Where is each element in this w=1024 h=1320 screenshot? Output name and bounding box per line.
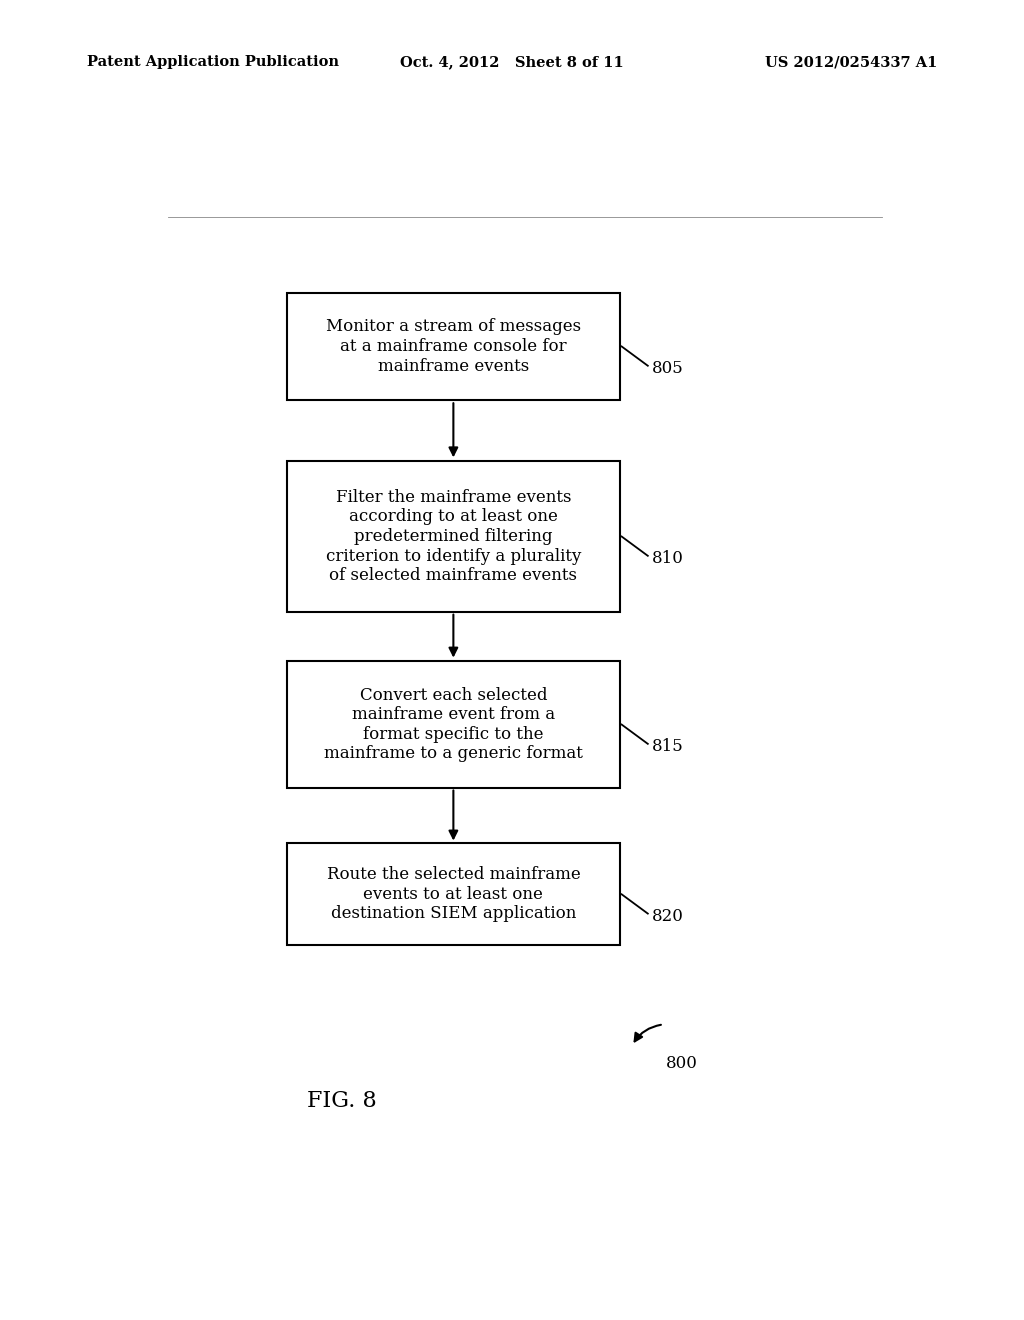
- Text: FIG. 8: FIG. 8: [307, 1089, 377, 1111]
- Text: Route the selected mainframe
events to at least one
destination SIEM application: Route the selected mainframe events to a…: [327, 866, 581, 923]
- Bar: [287, 461, 621, 611]
- Text: 800: 800: [666, 1055, 698, 1072]
- Text: Convert each selected
mainframe event from a
format specific to the
mainframe to: Convert each selected mainframe event fr…: [324, 686, 583, 763]
- Bar: [287, 661, 621, 788]
- Text: Monitor a stream of messages
at a mainframe console for
mainframe events: Monitor a stream of messages at a mainfr…: [326, 318, 581, 375]
- Text: 810: 810: [652, 550, 684, 568]
- Bar: [287, 293, 621, 400]
- Text: 820: 820: [652, 908, 684, 925]
- Text: Oct. 4, 2012   Sheet 8 of 11: Oct. 4, 2012 Sheet 8 of 11: [400, 55, 624, 70]
- Text: 815: 815: [652, 738, 684, 755]
- Bar: [287, 843, 621, 945]
- Text: Patent Application Publication: Patent Application Publication: [87, 55, 339, 70]
- Text: Filter the mainframe events
according to at least one
predetermined filtering
cr: Filter the mainframe events according to…: [326, 488, 581, 585]
- Text: US 2012/0254337 A1: US 2012/0254337 A1: [765, 55, 937, 70]
- Text: 805: 805: [652, 360, 684, 378]
